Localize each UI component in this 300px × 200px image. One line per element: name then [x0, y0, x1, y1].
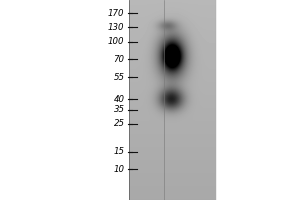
Text: 40: 40: [113, 95, 124, 104]
Text: 100: 100: [108, 38, 124, 46]
Text: 170: 170: [108, 8, 124, 18]
Text: 25: 25: [113, 119, 124, 129]
Text: 15: 15: [113, 148, 124, 156]
Text: 55: 55: [113, 72, 124, 82]
Text: 35: 35: [113, 106, 124, 114]
Text: 70: 70: [113, 54, 124, 64]
Text: 10: 10: [113, 164, 124, 173]
Text: 130: 130: [108, 22, 124, 31]
